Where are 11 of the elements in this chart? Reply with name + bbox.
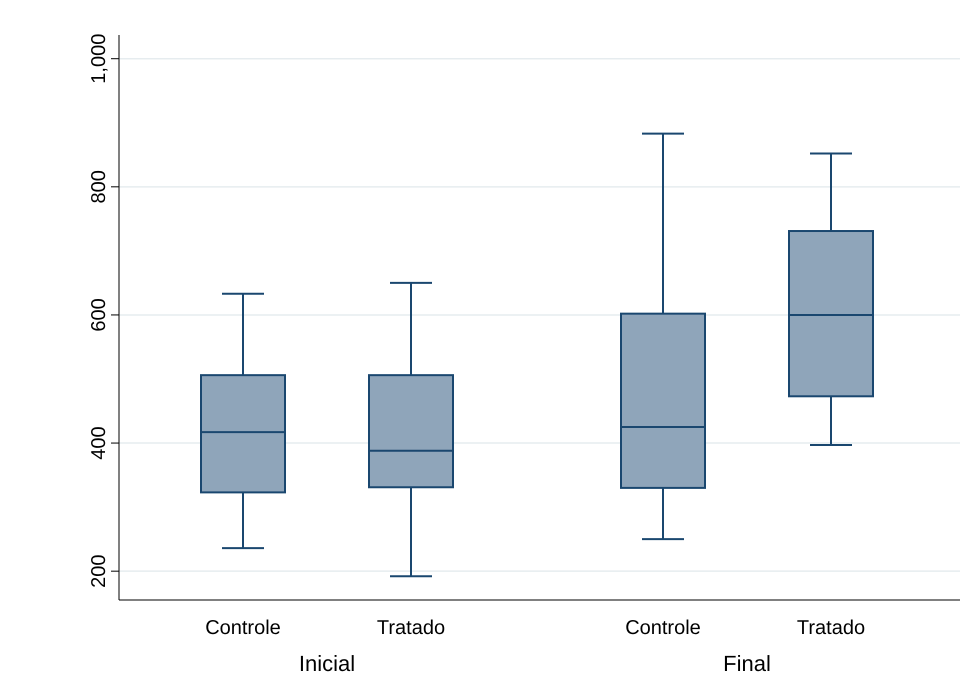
y-tick-label: 200 [88,554,110,588]
x-tick-label: Controle [205,617,281,639]
y-tick-label: 1,000 [88,34,110,84]
x-tick-label: Controle [625,617,701,639]
y-tick-label: 600 [88,298,110,332]
y-tick-label: 400 [88,426,110,460]
text: Final [723,651,771,676]
x-tick-label: Tratado [376,617,446,639]
x-tick-label: Tratado [796,617,866,639]
y-tick-label: 800 [88,170,110,204]
text: Inicial [298,651,356,676]
